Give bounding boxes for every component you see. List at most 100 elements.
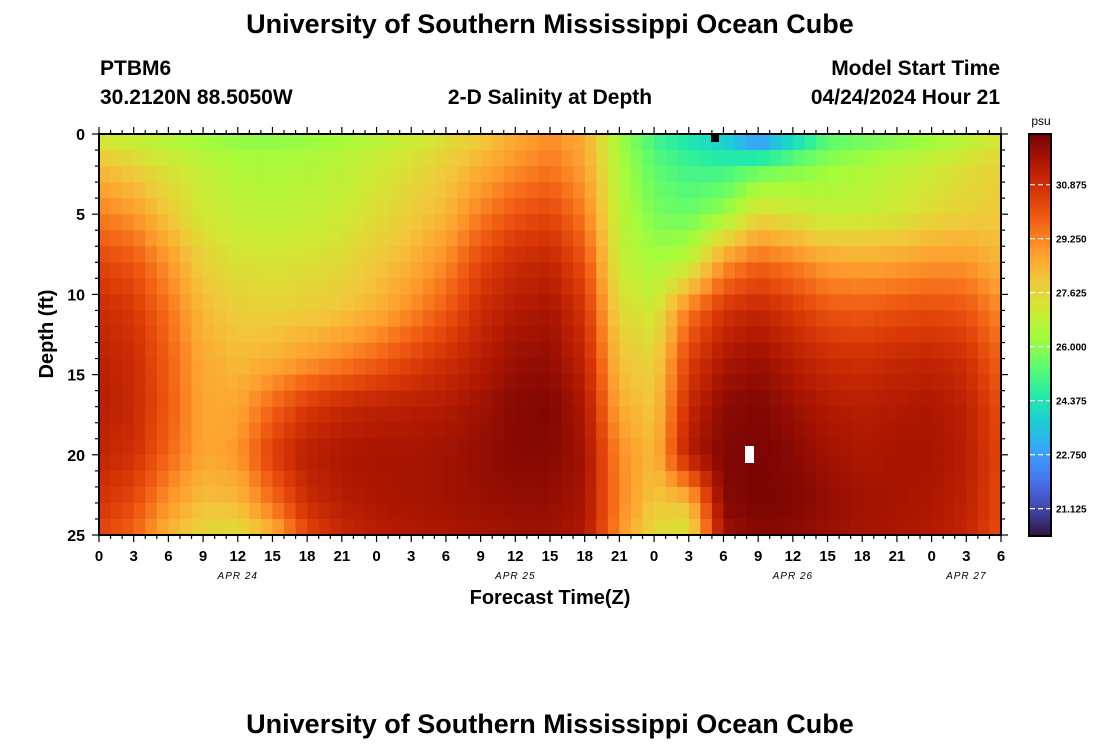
heatmap-cell	[99, 294, 112, 312]
heatmap-cell	[538, 262, 551, 279]
heatmap-cell	[607, 470, 620, 488]
heatmap-cell	[168, 470, 181, 488]
heatmap-cell	[677, 326, 690, 344]
heatmap-cell	[607, 502, 620, 520]
heatmap-cell	[341, 390, 355, 408]
colorbar-swatch	[1029, 207, 1051, 212]
heatmap-cell	[804, 214, 817, 231]
heatmap-cell	[688, 518, 701, 536]
heatmap-cell	[920, 342, 933, 360]
heatmap-cell	[179, 150, 193, 167]
heatmap-cell	[781, 454, 794, 472]
heatmap-cell	[330, 182, 343, 199]
heatmap-cell	[214, 470, 227, 488]
colorbar-swatch	[1029, 321, 1051, 326]
heatmap-cell	[642, 438, 655, 456]
heatmap-cell	[260, 310, 274, 328]
heatmap-cell	[284, 150, 297, 167]
heatmap-cell	[920, 246, 933, 263]
heatmap-cell	[827, 406, 840, 424]
heatmap-cell	[376, 486, 389, 504]
heatmap-cell	[781, 134, 794, 151]
heatmap-cell	[364, 518, 378, 536]
heatmap-cell	[839, 326, 852, 344]
heatmap-cell	[630, 198, 644, 215]
heatmap-cell	[931, 310, 944, 328]
heatmap-cell	[827, 454, 840, 472]
heatmap-cell	[353, 374, 366, 392]
heatmap-cell	[931, 374, 944, 392]
heatmap-cell	[191, 262, 204, 279]
heatmap-cell	[191, 454, 204, 472]
heatmap-cell	[642, 310, 655, 328]
heatmap-cell	[156, 438, 169, 456]
heatmap-cell	[769, 230, 782, 247]
heatmap-cell	[573, 262, 586, 279]
heatmap-cell	[214, 294, 227, 312]
heatmap-cell	[353, 358, 366, 376]
heatmap-cell	[769, 470, 782, 488]
heatmap-cell	[538, 502, 551, 520]
heatmap-cell	[804, 230, 817, 247]
heatmap-cell	[908, 310, 921, 328]
heatmap-cell	[815, 134, 829, 151]
heatmap-cell	[295, 374, 308, 392]
heatmap-cell	[758, 150, 771, 167]
colorbar-swatch	[1029, 335, 1051, 339]
colorbar-swatch	[1029, 177, 1051, 182]
heatmap-cell	[630, 326, 644, 344]
heatmap-cell	[885, 230, 898, 247]
heatmap-cell	[492, 374, 505, 392]
heatmap-cell	[862, 150, 875, 167]
heatmap-cell	[908, 326, 921, 344]
heatmap-cell	[145, 518, 158, 536]
heatmap-cell	[341, 342, 355, 360]
heatmap-cell	[122, 502, 135, 520]
heatmap-cell	[723, 438, 736, 456]
heatmap-cell	[445, 166, 459, 183]
heatmap-cell	[457, 406, 470, 424]
heatmap-cell	[388, 374, 401, 392]
heatmap-cell	[642, 390, 655, 408]
heatmap-cell	[515, 198, 528, 215]
heatmap-cell	[677, 422, 690, 440]
heatmap-cell	[307, 294, 320, 312]
heatmap-cell	[295, 294, 308, 312]
heatmap-cell	[769, 294, 782, 312]
heatmap-cell	[573, 150, 586, 167]
heatmap-cell	[249, 166, 262, 183]
heatmap-cell	[376, 342, 389, 360]
heatmap-cell	[630, 278, 644, 295]
heatmap-cell	[179, 214, 193, 231]
heatmap-cell	[503, 422, 516, 440]
colorbar-swatch	[1029, 485, 1051, 490]
heatmap-cell	[376, 390, 389, 408]
heatmap-cell	[758, 518, 771, 536]
heatmap-cell	[179, 182, 193, 199]
heatmap-cell	[133, 454, 146, 472]
heatmap-cell	[804, 374, 817, 392]
heatmap-cell	[191, 518, 204, 536]
heatmap-cell	[943, 518, 956, 536]
heatmap-cell	[214, 182, 227, 199]
heatmap-cell	[503, 278, 516, 295]
heatmap-cell	[353, 214, 366, 231]
heatmap-cell	[654, 406, 667, 424]
heatmap-cell	[989, 454, 1002, 472]
heatmap-cell	[526, 182, 540, 199]
heatmap-cell	[561, 150, 574, 167]
heatmap-cell	[284, 262, 297, 279]
heatmap-cell	[619, 198, 632, 215]
heatmap-cell	[179, 342, 193, 360]
colorbar-swatch	[1029, 154, 1051, 159]
heatmap-cell	[260, 150, 274, 167]
heatmap-cell	[596, 166, 609, 183]
heatmap-cell	[688, 150, 701, 167]
heatmap-cell	[318, 326, 331, 344]
heatmap-cell	[122, 342, 135, 360]
colorbar-swatch	[1029, 529, 1051, 534]
heatmap-cell	[133, 310, 146, 328]
heatmap-cell	[804, 166, 817, 183]
heatmap-cell	[781, 358, 794, 376]
heatmap-cell	[781, 246, 794, 263]
